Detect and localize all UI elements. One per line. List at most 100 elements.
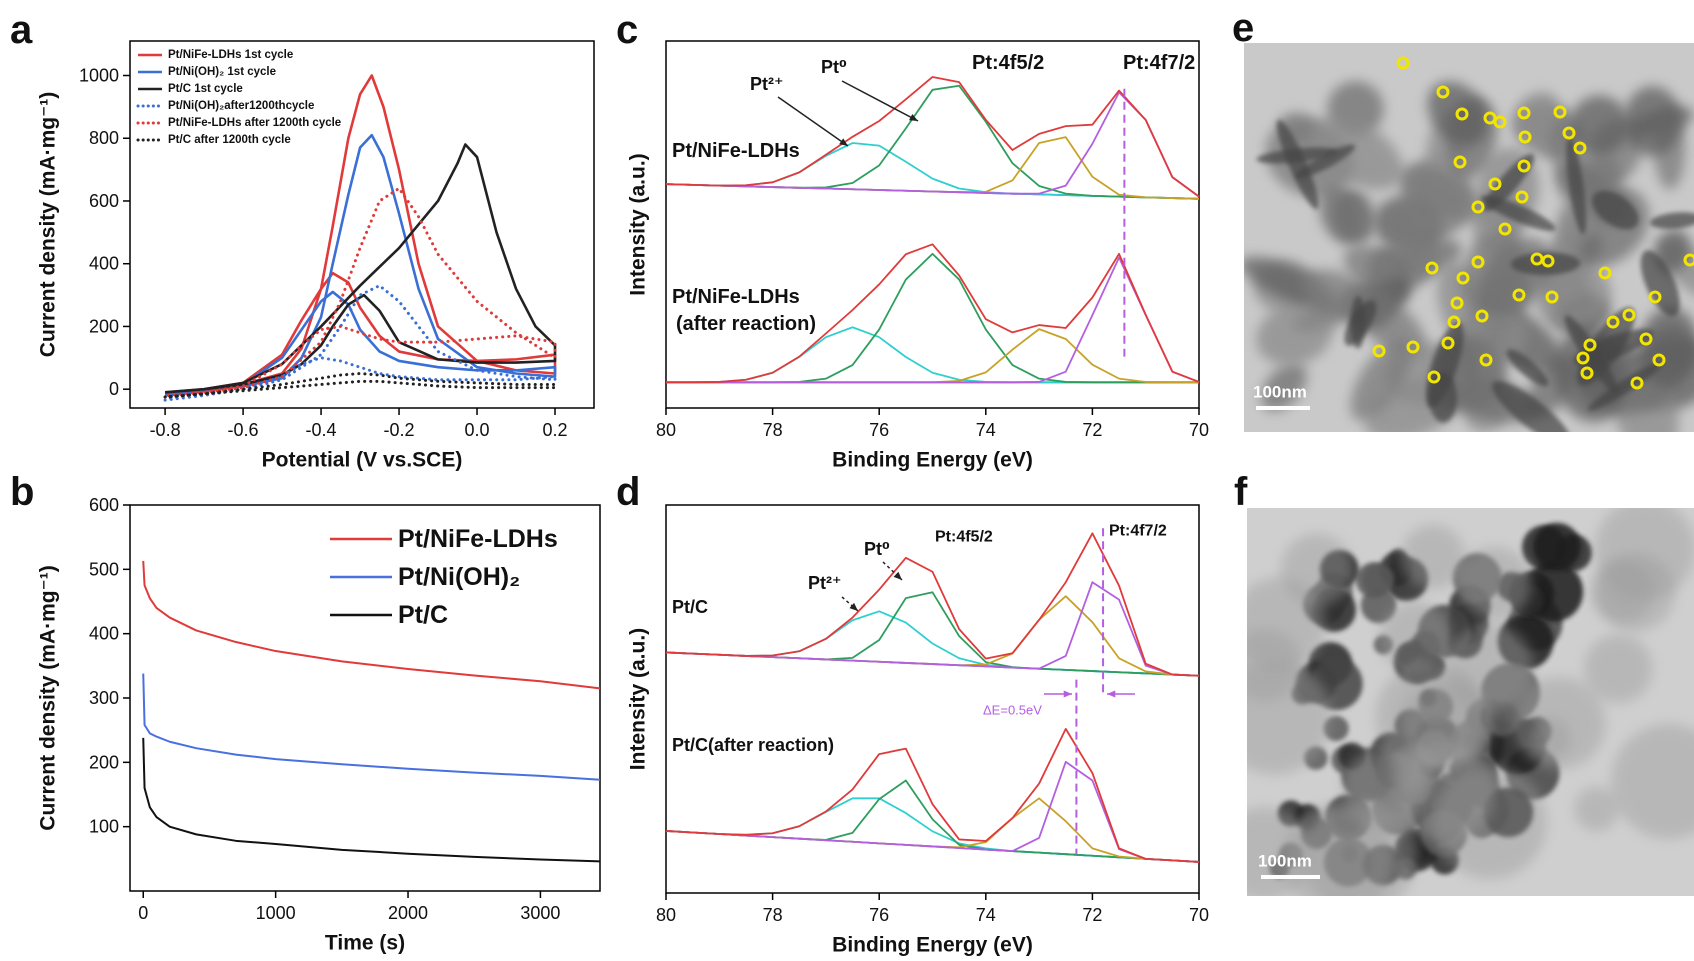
x-tick-label: 72 bbox=[1082, 905, 1102, 925]
y-tick-label: 1000 bbox=[79, 66, 119, 86]
x-tick-label: 74 bbox=[976, 905, 996, 925]
series-line bbox=[665, 76, 1200, 198]
series-line bbox=[665, 797, 1200, 863]
particle bbox=[1319, 185, 1360, 243]
particle-marker bbox=[1652, 353, 1666, 367]
particle-marker bbox=[1447, 315, 1461, 329]
annotation: Pt/C bbox=[672, 597, 708, 617]
x-tick-label: -0.8 bbox=[150, 420, 181, 440]
y-axis-label: Intensity (a.u.) bbox=[627, 153, 650, 295]
particle-marker bbox=[1436, 85, 1450, 99]
flake bbox=[1506, 349, 1549, 387]
particle-marker bbox=[1441, 336, 1455, 350]
y-tick-label: 500 bbox=[89, 559, 119, 579]
arrow-head bbox=[893, 571, 902, 580]
plot-frame bbox=[129, 504, 601, 892]
x-tick-label: 78 bbox=[763, 905, 783, 925]
particle-marker bbox=[1450, 296, 1464, 310]
annotation: Pt/NiFe-LDHs bbox=[672, 140, 800, 162]
flake bbox=[1483, 153, 1535, 212]
flake bbox=[1564, 315, 1618, 394]
y-axis-label: Current density (mA·mg⁻¹) bbox=[37, 565, 60, 830]
series-line bbox=[666, 256, 1200, 384]
y-tick-label: 600 bbox=[89, 495, 119, 515]
flake bbox=[1492, 381, 1572, 432]
x-tick-label: 70 bbox=[1189, 420, 1209, 440]
annotation: Pt:4f5/2 bbox=[935, 529, 993, 546]
series-line bbox=[665, 797, 1200, 863]
series-line bbox=[665, 760, 1200, 863]
x-tick-label: 70 bbox=[1189, 905, 1209, 925]
particle-marker bbox=[1471, 200, 1485, 214]
y-tick-label: 0 bbox=[109, 379, 119, 399]
series-line bbox=[142, 737, 601, 863]
particle-marker bbox=[1606, 315, 1620, 329]
arrow-head bbox=[839, 138, 848, 146]
support bbox=[1282, 804, 1394, 896]
particle-marker bbox=[1512, 288, 1526, 302]
particle bbox=[1350, 338, 1412, 421]
particle-marker bbox=[1639, 332, 1653, 346]
x-tick-label: 76 bbox=[869, 905, 889, 925]
particle-marker bbox=[1562, 126, 1576, 140]
x-axis-label: Time (s) bbox=[325, 932, 405, 955]
particle-marker bbox=[1488, 177, 1502, 191]
series-line bbox=[142, 673, 601, 781]
arrow-shaft bbox=[841, 80, 919, 122]
particle bbox=[1301, 269, 1365, 310]
particle bbox=[1256, 303, 1333, 366]
y-axis-label: Intensity (a.u.) bbox=[627, 628, 650, 770]
particle bbox=[1402, 155, 1473, 238]
series-line bbox=[665, 91, 1200, 198]
annotation: Pt⁰ bbox=[821, 57, 847, 77]
particle bbox=[1261, 362, 1307, 411]
particle-marker bbox=[1493, 115, 1507, 129]
series-line bbox=[666, 326, 1199, 384]
plot-d: 80 78 76 74 72 70 Binding Energy (eV) Intensity… bbox=[627, 504, 1209, 957]
y-tick-label: 200 bbox=[89, 316, 119, 336]
plot-frame bbox=[665, 40, 1200, 409]
particle-marker bbox=[1583, 338, 1597, 352]
particle-marker bbox=[1573, 141, 1587, 155]
particle-marker bbox=[1453, 155, 1467, 169]
particle bbox=[1310, 116, 1403, 190]
x-tick-label: 74 bbox=[976, 420, 996, 440]
x-tick-label: 0 bbox=[138, 903, 148, 923]
particle-marker bbox=[1475, 309, 1489, 323]
arrow-head bbox=[1063, 690, 1072, 698]
x-axis-label: Binding Energy (eV) bbox=[832, 449, 1033, 472]
x-tick-label: -0.6 bbox=[228, 420, 259, 440]
annotation: Pt/NiFe-LDHs bbox=[672, 286, 800, 308]
arrow-head bbox=[849, 602, 858, 611]
flake bbox=[1276, 119, 1319, 210]
support bbox=[1457, 546, 1532, 621]
panel-label: c bbox=[616, 8, 638, 52]
series-line bbox=[666, 243, 1200, 384]
arrow-shaft bbox=[882, 561, 903, 581]
tem-image-f: 100nm bbox=[1247, 508, 1694, 896]
particle bbox=[1533, 522, 1581, 571]
particle-marker bbox=[1580, 366, 1594, 380]
scale-bar-label: 100nm bbox=[1258, 852, 1312, 871]
y-axis-label: Current density (mA·mg⁻¹) bbox=[37, 92, 60, 357]
plot-c: 80 78 76 74 72 70 Binding Energy (eV) Intensity… bbox=[627, 40, 1209, 472]
panel-label: a bbox=[10, 8, 33, 52]
arrow-shaft bbox=[777, 96, 849, 147]
particle-marker bbox=[1515, 190, 1529, 204]
y-tick-label: 400 bbox=[89, 254, 119, 274]
particle-marker bbox=[1372, 344, 1386, 358]
panel-label: d bbox=[616, 470, 640, 514]
plot-frame bbox=[665, 504, 1200, 894]
legend-label: Pt/C bbox=[398, 601, 448, 629]
arrow-head bbox=[1107, 690, 1116, 698]
x-tick-label: 2000 bbox=[388, 903, 428, 923]
particle-marker bbox=[1683, 253, 1694, 267]
particle bbox=[1569, 95, 1630, 156]
y-tick-label: 100 bbox=[89, 817, 119, 837]
annotation: ΔE=0.5eV bbox=[983, 703, 1042, 718]
panel-label: b bbox=[10, 470, 34, 514]
series-line bbox=[164, 133, 557, 397]
y-tick-label: 300 bbox=[89, 688, 119, 708]
legend-label: Pt/NiFe-LDHs 1st cycle bbox=[168, 49, 293, 61]
